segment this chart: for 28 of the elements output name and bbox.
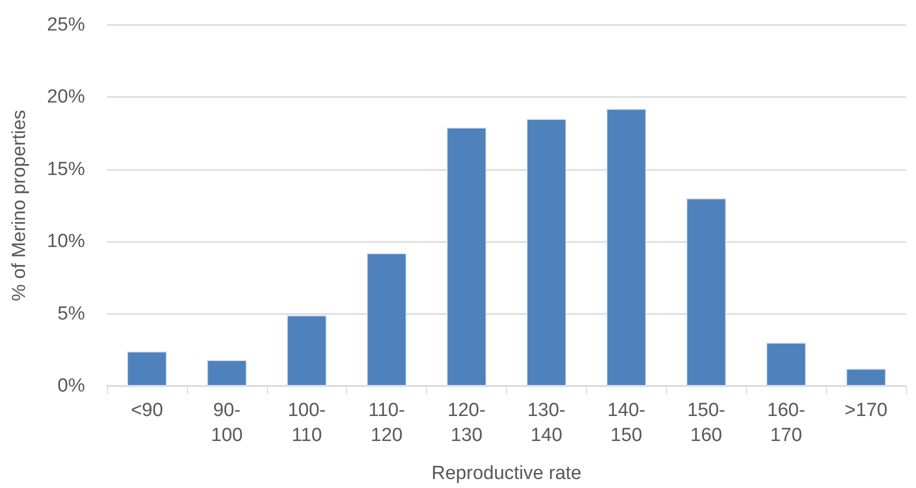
x-tick-label: 130-140 [527, 400, 566, 446]
y-tick-label: 0% [58, 376, 86, 396]
x-axis-title: Reproductive rate [432, 463, 582, 484]
bar [846, 368, 886, 386]
y-tick-label: 5% [58, 303, 86, 324]
x-tick-label: 110-120 [368, 400, 405, 446]
x-tick-label: >170 [844, 400, 888, 421]
x-tick-label: 90-100 [211, 400, 243, 446]
x-tick-label: 150-160 [687, 400, 726, 446]
x-tick-label: 100-110 [288, 400, 326, 446]
bar [446, 128, 487, 386]
y-tick-label: 20% [46, 86, 86, 108]
y-tick-label: 10% [46, 231, 86, 252]
y-tick-label: 25% [46, 14, 86, 36]
bar [526, 118, 566, 386]
x-tick-label: 140-150 [607, 400, 646, 446]
y-tick-label: 15% [46, 158, 86, 180]
bar [366, 253, 407, 386]
bar [206, 360, 247, 386]
bar [766, 342, 806, 386]
x-tick-label: 120-130 [448, 400, 486, 446]
x-tick-label: 160-170 [767, 400, 806, 446]
bar [126, 351, 167, 386]
bar [606, 108, 646, 386]
bar [286, 315, 327, 386]
y-axis-title: % of Merino properties [9, 110, 30, 302]
x-tick-label: <90 [130, 400, 164, 421]
bar [686, 198, 726, 386]
